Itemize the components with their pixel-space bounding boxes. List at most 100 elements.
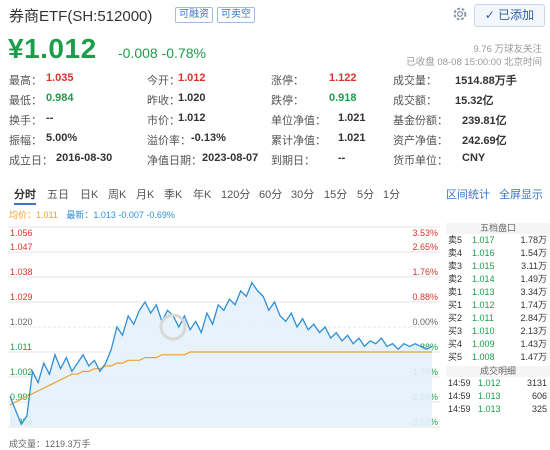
tab-yearly-k[interactable]: 年K xyxy=(193,189,212,201)
stat-label: 净值日期： xyxy=(147,155,202,167)
stat-low: 0.984 xyxy=(46,92,74,104)
market-status: 已收盘 08-08 15:00:00 北京时间 xyxy=(406,57,542,68)
change-percent: -0.78% xyxy=(161,45,206,61)
stat-label: 振幅： xyxy=(9,135,42,147)
stat-label: 最低： xyxy=(9,95,42,107)
price-line xyxy=(9,281,433,426)
trade-time: 14:59 xyxy=(448,378,471,388)
range-stats-link[interactable]: 区间统计 xyxy=(446,189,490,201)
followers-count: 9.76 万球友关注 xyxy=(473,44,542,55)
tab-monthly-k[interactable]: 月K xyxy=(136,189,155,201)
y-tick-label: 1.047 xyxy=(10,242,33,252)
margin-tag[interactable]: 可融资 xyxy=(175,7,213,23)
etf-title: 券商ETF(SH:512000) xyxy=(9,8,153,25)
trade-vol: 606 xyxy=(531,391,547,401)
ask-label: 卖1 xyxy=(448,287,463,297)
tab-five-day[interactable]: 五日 xyxy=(47,189,69,201)
stat-cum-nav: 1.021 xyxy=(338,132,366,144)
tab-15min[interactable]: 15分 xyxy=(324,189,348,201)
stat-shares: 239.81亿 xyxy=(462,115,507,127)
trade-vol: 325 xyxy=(531,404,547,414)
ask-label: 卖5 xyxy=(448,235,463,245)
ask-row: 卖2 1.014 1.49万 xyxy=(446,273,550,286)
stat-open: 1.012 xyxy=(178,72,206,84)
stat-volume: 1514.88万手 xyxy=(455,75,517,87)
price-change: -0.008 -0.78% xyxy=(118,45,206,61)
avg-price-line xyxy=(9,351,432,406)
tab-intraday[interactable]: 分时 xyxy=(14,186,36,205)
ask-list: 卖5 1.017 1.78万 卖4 1.016 1.54万 卖3 1.015 3.11万 卖2 1.… xyxy=(446,234,550,299)
stat-label: 成交额： xyxy=(393,95,437,107)
bid-row: 买5 1.008 1.47万 xyxy=(446,351,550,364)
current-price: ¥1.012 xyxy=(8,33,97,64)
y-pct-label: 1.76% xyxy=(412,267,438,277)
bid-label: 买3 xyxy=(448,326,463,336)
stat-expiry: -- xyxy=(338,152,346,164)
ask-vol: 1.78万 xyxy=(520,235,547,245)
y-pct-label: 0.88% xyxy=(412,292,438,302)
stat-label: 到期日： xyxy=(271,155,315,167)
short-tag[interactable]: 可卖空 xyxy=(217,7,255,23)
change-value: -0.008 xyxy=(118,45,158,61)
ask-price: 1.014 xyxy=(472,274,495,284)
stat-label: 昨收： xyxy=(147,95,180,107)
stat-label: 市价： xyxy=(147,115,180,127)
trade-row: 14:59 1.012 3131 xyxy=(446,377,550,390)
stat-label: 资产净值： xyxy=(393,135,448,147)
bid-row: 买1 1.012 1.74万 xyxy=(446,299,550,312)
bid-label: 买4 xyxy=(448,339,463,349)
bid-row: 买4 1.009 1.43万 xyxy=(446,338,550,351)
stat-currency: CNY xyxy=(462,152,486,164)
y-tick-label: 1.002 xyxy=(10,367,33,377)
stat-nav-date: 2023-08-07 xyxy=(202,152,259,164)
y-tick-label: 1.038 xyxy=(10,267,33,277)
stat-unit-nav: 1.021 xyxy=(338,112,366,124)
intraday-chart[interactable]: 1.056 3.53% 1.047 2.65% 1.038 1.76% 1.029 0.88%… xyxy=(8,219,443,440)
fullscreen-link[interactable]: 全屏显示 xyxy=(499,189,543,201)
trade-row: 14:59 1.013 325 xyxy=(446,403,550,416)
ask-row: 卖4 1.016 1.54万 xyxy=(446,247,550,260)
y-pct-label: 0.00% xyxy=(412,317,438,327)
ask-vol: 1.49万 xyxy=(520,274,547,284)
ask-label: 卖3 xyxy=(448,261,463,271)
tab-60min[interactable]: 60分 xyxy=(259,189,283,201)
trade-time: 14:59 xyxy=(448,391,471,401)
followed-button[interactable]: ✓ 已添加 xyxy=(474,4,545,27)
stat-label: 成交量： xyxy=(393,75,437,87)
y-tick-label: 1.011 xyxy=(10,342,32,352)
ask-price: 1.016 xyxy=(472,248,495,258)
ask-price: 1.013 xyxy=(472,287,495,297)
tab-daily-k[interactable]: 日K xyxy=(80,189,99,201)
ask-label: 卖4 xyxy=(448,248,463,258)
ask-price: 1.015 xyxy=(472,261,495,271)
order-book: 五档盘口 卖5 1.017 1.78万 卖4 1.016 1.54万 卖3 1.015 3.11… xyxy=(446,223,550,450)
stat-label: 基金份额： xyxy=(393,115,448,127)
stat-label: 累计净值： xyxy=(271,135,326,147)
stat-market-price: 1.012 xyxy=(178,112,206,124)
gear-icon[interactable] xyxy=(451,5,469,23)
stat-label: 货币单位： xyxy=(393,155,448,167)
y-tick-label: 0.993 xyxy=(10,392,33,402)
tab-5min[interactable]: 5分 xyxy=(357,189,375,201)
trade-row: 14:59 1.013 606 xyxy=(446,390,550,403)
ask-vol: 1.54万 xyxy=(520,248,547,258)
stat-label: 成立日： xyxy=(9,155,53,167)
order-book-title: 五档盘口 xyxy=(446,223,550,234)
tab-1min[interactable]: 1分 xyxy=(383,189,401,201)
ask-vol: 3.11万 xyxy=(521,261,547,271)
tab-quarterly-k[interactable]: 季K xyxy=(164,189,183,201)
trade-list: 14:59 1.012 3131 14:59 1.013 606 14:59 1.013 325 xyxy=(446,377,550,416)
stat-label: 换手： xyxy=(9,115,42,127)
tab-120min[interactable]: 120分 xyxy=(221,189,251,201)
bid-vol: 1.43万 xyxy=(520,339,547,349)
bid-vol: 2.84万 xyxy=(520,313,547,323)
tab-30min[interactable]: 30分 xyxy=(291,189,315,201)
stat-amplitude: 5.00% xyxy=(46,132,78,144)
volume-label: 成交量：1219.3万手 xyxy=(9,439,91,449)
y-tick-label: 1.056 xyxy=(10,228,33,238)
stat-amount: 15.32亿 xyxy=(455,95,494,107)
tab-weekly-k[interactable]: 周K xyxy=(108,189,127,201)
stat-prev-close: 1.020 xyxy=(178,92,206,104)
bid-price: 1.008 xyxy=(472,352,495,362)
ask-row: 卖1 1.013 3.34万 xyxy=(446,286,550,299)
